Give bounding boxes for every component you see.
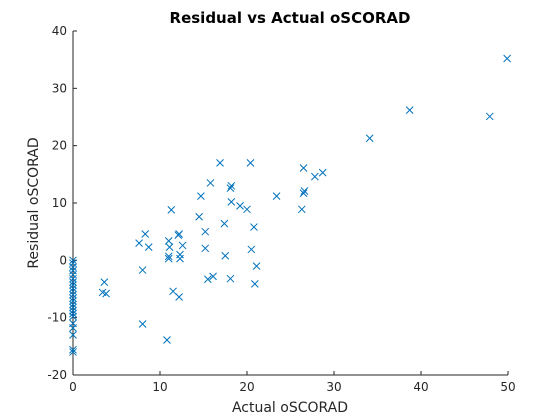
data-point xyxy=(252,262,261,270)
data-point xyxy=(69,324,77,332)
y-axis-label: Residual oSCORAD xyxy=(26,137,42,268)
data-point xyxy=(311,172,319,181)
data-point xyxy=(297,205,306,214)
data-point xyxy=(69,306,77,315)
data-point xyxy=(69,303,77,312)
data-point xyxy=(236,202,244,210)
y-tick-label: -10 xyxy=(47,311,67,325)
data-point xyxy=(227,181,236,190)
data-point xyxy=(206,179,215,187)
data-point xyxy=(299,164,308,172)
data-point xyxy=(69,278,77,286)
data-point xyxy=(503,54,511,63)
data-point xyxy=(250,279,259,288)
data-point xyxy=(243,205,251,214)
data-point xyxy=(141,230,150,238)
data-point xyxy=(69,309,77,318)
data-point xyxy=(299,189,308,198)
data-point xyxy=(178,241,187,250)
data-point xyxy=(176,254,184,263)
data-point xyxy=(195,212,204,221)
data-point xyxy=(69,297,77,305)
data-point xyxy=(365,134,374,143)
data-point xyxy=(227,197,236,206)
data-point xyxy=(135,239,143,247)
data-point xyxy=(226,274,235,283)
data-points xyxy=(69,54,511,356)
data-point xyxy=(318,168,327,177)
data-point xyxy=(69,290,77,299)
chart-title: Residual vs Actual oSCORAD xyxy=(170,9,411,27)
data-point xyxy=(69,281,77,289)
data-point xyxy=(69,312,77,321)
tick-marks xyxy=(72,30,509,376)
data-point xyxy=(246,159,255,167)
data-point xyxy=(69,300,77,309)
data-point xyxy=(164,236,173,245)
y-tick-label: 40 xyxy=(52,24,67,38)
data-point xyxy=(100,278,109,286)
data-point xyxy=(485,112,494,121)
x-tick-label: 30 xyxy=(326,380,341,394)
data-point xyxy=(69,274,77,283)
data-point xyxy=(201,227,210,236)
data-point xyxy=(250,223,258,231)
data-point xyxy=(175,293,183,301)
data-point xyxy=(247,245,256,254)
data-point xyxy=(221,251,230,260)
data-point xyxy=(69,345,77,354)
data-point xyxy=(102,289,110,298)
data-point xyxy=(164,252,173,261)
y-tick-label: -20 xyxy=(47,368,67,382)
data-point xyxy=(69,348,77,356)
x-tick-label: 0 xyxy=(69,380,77,394)
x-tick-label: 20 xyxy=(239,380,254,394)
data-point xyxy=(163,336,171,344)
data-point xyxy=(175,230,183,238)
data-point xyxy=(226,184,235,192)
data-point xyxy=(69,331,77,339)
data-point xyxy=(197,192,205,200)
x-tick-label: 50 xyxy=(500,380,515,394)
x-tick-label: 10 xyxy=(152,380,167,394)
data-point xyxy=(300,187,309,195)
data-point xyxy=(272,192,281,200)
data-point xyxy=(138,266,147,274)
y-tick-label: 30 xyxy=(52,81,67,95)
y-tick-label: 10 xyxy=(52,196,67,210)
data-point xyxy=(144,243,153,252)
data-point xyxy=(209,272,217,281)
data-point xyxy=(220,219,229,228)
data-point xyxy=(138,320,147,328)
data-point xyxy=(176,250,184,259)
y-tick-label: 20 xyxy=(52,139,67,153)
data-point xyxy=(201,244,210,253)
data-point xyxy=(69,256,77,265)
y-tick-label: 0 xyxy=(59,253,67,267)
data-point xyxy=(69,263,77,272)
data-point xyxy=(164,254,173,263)
data-point xyxy=(405,106,414,114)
data-point xyxy=(216,159,224,167)
x-tick-label: 40 xyxy=(413,380,428,394)
data-point xyxy=(169,287,177,296)
data-point xyxy=(203,275,212,284)
data-point xyxy=(69,294,77,303)
tick-labels: 0 10 20 30 40 50 -20 -10 0 10 20 30 40 xyxy=(47,24,515,394)
data-point xyxy=(69,287,77,296)
data-point xyxy=(167,206,176,214)
axes xyxy=(72,31,508,376)
data-point xyxy=(165,243,174,252)
data-point xyxy=(69,284,77,293)
x-axis-label: Actual oSCORAD xyxy=(232,400,348,416)
